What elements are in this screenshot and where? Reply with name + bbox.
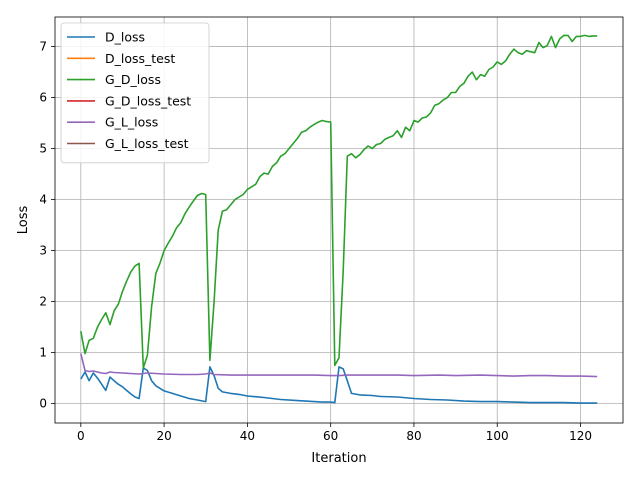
legend-label: G_L_loss [105, 115, 158, 130]
series-line-g-d-loss [80, 34, 598, 369]
legend-label: D_loss_test [105, 51, 175, 66]
x-tick-label: 0 [77, 429, 85, 443]
y-axis-ticks: 0 1 2 3 4 5 6 7 [39, 40, 55, 411]
x-tick-label: 80 [406, 429, 421, 443]
x-tick-label: 100 [486, 429, 509, 443]
x-axis-ticks: 0 20 40 60 80 100 120 [77, 423, 592, 443]
y-tick-label: 2 [39, 295, 47, 309]
x-tick-label: 20 [156, 429, 171, 443]
legend-label: G_D_loss [105, 72, 161, 87]
y-tick-label: 1 [39, 346, 47, 360]
legend: D_loss D_loss_test G_D_loss G_D_loss_test G_… [60, 22, 210, 164]
series-line-d-loss [80, 366, 598, 404]
y-tick-label: 4 [39, 193, 47, 207]
legend-label: G_L_loss_test [105, 136, 189, 151]
x-tick-label: 40 [240, 429, 255, 443]
series-line-g-l-loss [80, 353, 598, 378]
legend-frame [60, 22, 210, 164]
x-tick-label: 120 [569, 429, 592, 443]
x-axis-label: Iteration [311, 451, 366, 466]
series-lines [80, 34, 598, 404]
y-tick-label: 7 [39, 40, 47, 54]
y-tick-label: 5 [39, 142, 47, 156]
legend-label: G_D_loss_test [105, 93, 191, 108]
x-tick-label: 60 [323, 429, 338, 443]
y-axis-label: Loss [16, 206, 31, 235]
legend-label: D_loss [105, 30, 145, 45]
y-tick-label: 3 [39, 244, 47, 258]
y-tick-label: 0 [39, 397, 47, 411]
grid-lines [55, 17, 623, 423]
y-tick-label: 6 [39, 91, 47, 105]
plot-frame [54, 16, 624, 424]
